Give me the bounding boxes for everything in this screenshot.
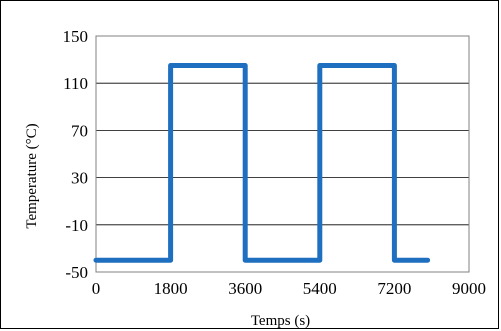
x-axis-title: Temps (s) — [251, 313, 310, 329]
x-tick-label: 1800 — [154, 279, 188, 298]
x-tick-labels: 0 1800 3600 5400 7200 9000 — [92, 279, 486, 298]
y-tick-label: 70 — [71, 121, 88, 140]
series-layer — [93, 63, 431, 263]
y-axis-title: Temperature (°C) — [24, 123, 40, 228]
series-line-0 — [93, 63, 431, 263]
y-tick-label: 30 — [71, 169, 88, 188]
y-tick-label: -10 — [65, 216, 88, 235]
x-tick-label: 9000 — [452, 279, 486, 298]
x-tick-label: 3600 — [228, 279, 262, 298]
y-tick-label: 150 — [63, 27, 89, 46]
y-tick-label: 110 — [63, 74, 88, 93]
y-tick-labels: -50 -10 30 70 110 150 — [63, 27, 89, 282]
x-tick-label: 0 — [92, 279, 101, 298]
x-tick-label: 7200 — [377, 279, 411, 298]
plot-area — [95, 35, 470, 273]
grid-lines — [96, 35, 469, 273]
y-tick-label: -50 — [65, 263, 88, 282]
x-tick-label: 5400 — [303, 279, 337, 298]
